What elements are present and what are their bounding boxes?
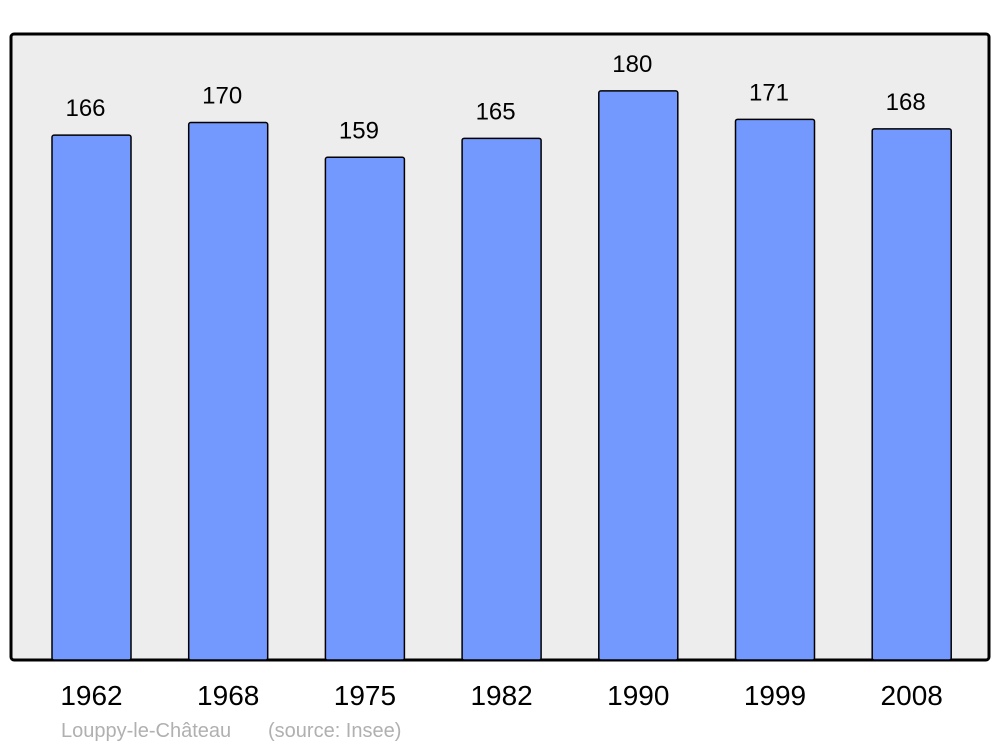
bar-1962	[51, 134, 132, 661]
data-label-1975: 159	[339, 117, 379, 144]
data-label-1962: 166	[65, 95, 105, 122]
data-label-1999: 171	[749, 79, 789, 106]
bar-2008	[871, 128, 952, 661]
x-tick-1962: 1962	[60, 680, 122, 711]
x-tick-2008: 2008	[881, 680, 943, 711]
bar-1982	[461, 137, 542, 661]
bar-1999	[734, 118, 816, 661]
data-label-1982: 165	[476, 98, 516, 125]
data-label-2008: 168	[886, 89, 926, 116]
x-tick-1968: 1968	[197, 680, 259, 711]
data-label-1968: 170	[202, 83, 242, 110]
bar-1975	[324, 156, 406, 661]
bar-1968	[187, 121, 269, 661]
footer-source: (source: Insee)	[268, 720, 401, 742]
data-label-1990: 180	[612, 51, 652, 78]
bar-1990	[598, 90, 679, 661]
x-tick-1975: 1975	[334, 680, 396, 711]
x-tick-1990: 1990	[607, 680, 669, 711]
x-tick-1999: 1999	[744, 680, 806, 711]
footer-place: Louppy-le-Château	[61, 720, 231, 742]
x-tick-1982: 1982	[470, 680, 532, 711]
